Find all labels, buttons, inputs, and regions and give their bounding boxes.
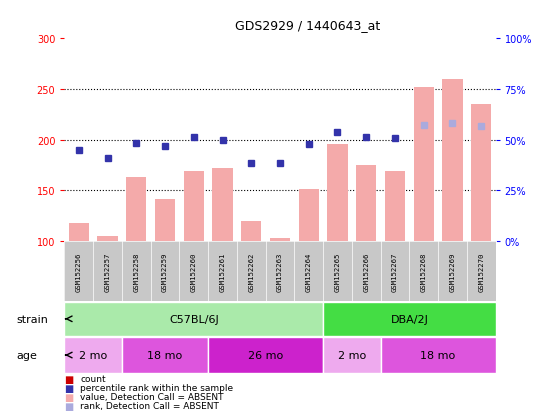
Text: GSM152260: GSM152260 bbox=[191, 252, 197, 291]
Text: GSM152266: GSM152266 bbox=[363, 252, 369, 291]
Bar bbox=[328, 145, 348, 242]
Text: count: count bbox=[80, 374, 106, 383]
Text: GSM152259: GSM152259 bbox=[162, 252, 168, 291]
Text: ■: ■ bbox=[64, 392, 74, 402]
Text: 18 mo: 18 mo bbox=[147, 350, 183, 360]
Bar bbox=[323, 337, 381, 373]
Bar bbox=[126, 178, 146, 242]
Bar bbox=[97, 237, 118, 242]
Text: GSM152267: GSM152267 bbox=[392, 252, 398, 291]
Text: percentile rank within the sample: percentile rank within the sample bbox=[80, 383, 233, 392]
Text: ■: ■ bbox=[64, 383, 74, 393]
Bar bbox=[356, 166, 376, 242]
Text: 18 mo: 18 mo bbox=[421, 350, 456, 360]
Bar bbox=[385, 172, 405, 242]
Bar bbox=[323, 302, 496, 336]
Bar bbox=[208, 337, 323, 373]
Text: ■: ■ bbox=[64, 401, 74, 411]
Text: rank, Detection Call = ABSENT: rank, Detection Call = ABSENT bbox=[80, 401, 219, 411]
Bar bbox=[122, 337, 208, 373]
Bar bbox=[442, 80, 463, 242]
Bar bbox=[212, 169, 232, 242]
Text: GSM152269: GSM152269 bbox=[450, 252, 455, 291]
Text: GSM152262: GSM152262 bbox=[248, 252, 254, 291]
Text: GSM152265: GSM152265 bbox=[334, 252, 340, 291]
Text: DBA/2J: DBA/2J bbox=[390, 314, 428, 324]
Bar bbox=[155, 199, 175, 242]
Text: GSM152270: GSM152270 bbox=[478, 252, 484, 291]
Bar bbox=[184, 172, 204, 242]
Bar bbox=[64, 337, 122, 373]
Bar bbox=[69, 223, 89, 242]
Bar bbox=[381, 337, 496, 373]
Text: C57BL/6J: C57BL/6J bbox=[169, 314, 218, 324]
Text: 2 mo: 2 mo bbox=[338, 350, 366, 360]
Bar bbox=[241, 221, 262, 242]
Text: GSM152256: GSM152256 bbox=[76, 252, 82, 291]
Bar bbox=[64, 302, 323, 336]
Text: ■: ■ bbox=[64, 374, 74, 384]
Text: value, Detection Call = ABSENT: value, Detection Call = ABSENT bbox=[80, 392, 223, 401]
Bar bbox=[471, 105, 491, 242]
Text: GSM152258: GSM152258 bbox=[133, 252, 139, 291]
Text: strain: strain bbox=[17, 314, 49, 324]
Bar bbox=[270, 239, 290, 242]
Bar bbox=[414, 88, 434, 242]
Text: GSM152261: GSM152261 bbox=[220, 252, 226, 291]
Text: age: age bbox=[17, 350, 38, 360]
Text: 2 mo: 2 mo bbox=[79, 350, 108, 360]
Text: GSM152268: GSM152268 bbox=[421, 252, 427, 291]
Bar bbox=[298, 190, 319, 242]
Text: GSM152263: GSM152263 bbox=[277, 252, 283, 291]
Text: GSM152257: GSM152257 bbox=[105, 252, 110, 291]
Text: GSM152264: GSM152264 bbox=[306, 252, 312, 291]
Text: 26 mo: 26 mo bbox=[248, 350, 283, 360]
Text: GDS2929 / 1440643_at: GDS2929 / 1440643_at bbox=[235, 19, 380, 31]
